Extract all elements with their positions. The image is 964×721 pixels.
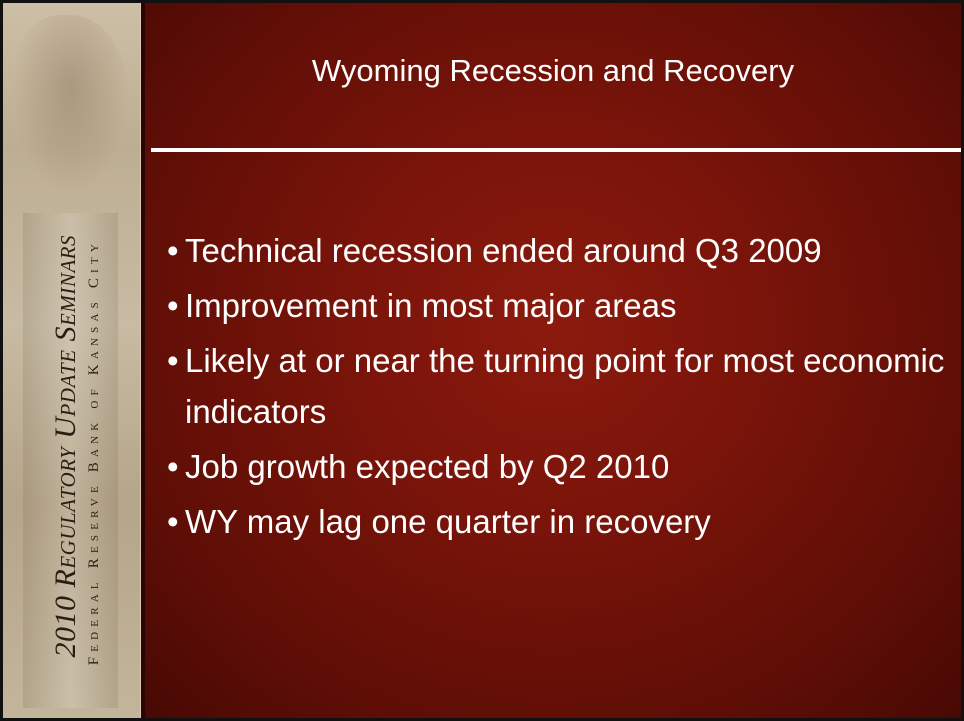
bullet: WY may lag one quarter in recovery [167,496,957,547]
slide-title: Wyoming Recession and Recovery [145,53,961,89]
emblem [11,15,131,195]
slide: 2010 Regulatory Update Seminars Federal … [0,0,964,721]
sidebar-title: 2010 Regulatory Update Seminars [49,235,83,658]
sidebar: 2010 Regulatory Update Seminars Federal … [3,3,140,718]
bullet: Likely at or near the turning point for … [167,335,957,437]
content: Wyoming Recession and Recovery Technical… [145,3,961,718]
bullet-list: Technical recession ended around Q3 2009… [167,225,957,551]
page: {"sidebar": {"title": "2010 Regulatory U… [0,0,964,721]
bullet: Technical recession ended around Q3 2009 [167,225,957,276]
sidebar-subtitle: Federal Reserve Bank of Kansas City [86,239,103,665]
bullet: Improvement in most major areas [167,280,957,331]
title-rule [151,148,961,152]
bullet: Job growth expected by Q2 2010 [167,441,957,492]
